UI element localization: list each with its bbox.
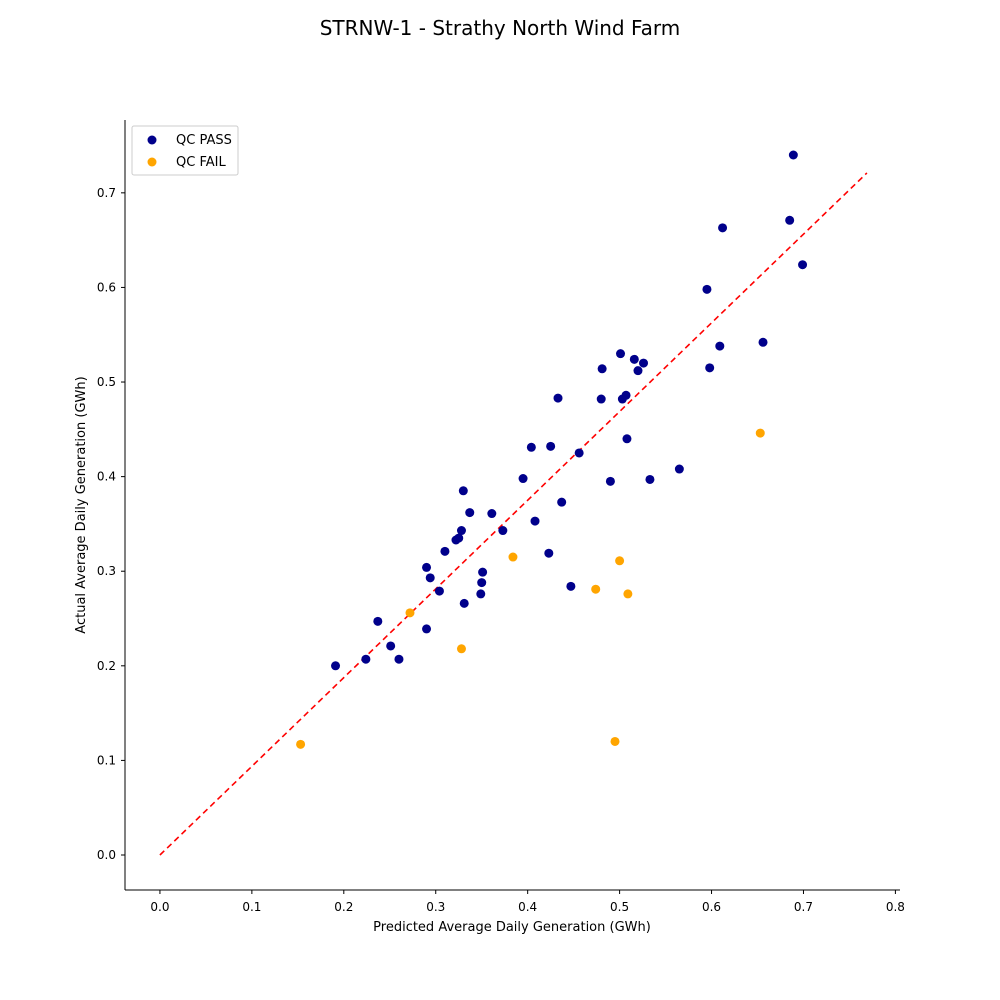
y-tick-label: 0.2 — [97, 659, 116, 673]
legend-label-qc-pass: QC PASS — [176, 133, 232, 148]
data-point-qc-pass — [785, 215, 795, 225]
data-point-qc-pass — [458, 486, 468, 496]
legend-box — [131, 125, 239, 176]
data-point-qc-pass — [633, 366, 643, 376]
data-point-qc-pass — [459, 598, 469, 608]
legend-marker-qc-pass — [147, 135, 157, 145]
data-point-qc-pass — [629, 354, 639, 364]
data-point-qc-pass — [718, 223, 728, 233]
data-point-qc-pass — [394, 654, 404, 664]
data-point-qc-pass — [597, 364, 607, 374]
y-tick-label: 0.0 — [97, 848, 116, 862]
data-point-qc-pass — [530, 516, 540, 526]
x-tick-label: 0.4 — [518, 900, 537, 914]
data-point-qc-fail — [296, 739, 306, 749]
data-point-qc-pass — [758, 337, 768, 347]
data-point-qc-pass — [566, 581, 576, 591]
data-point-qc-pass — [487, 509, 497, 519]
data-point-qc-pass — [478, 567, 488, 577]
data-point-qc-pass — [422, 624, 432, 634]
data-point-qc-fail — [623, 589, 633, 599]
data-point-qc-pass — [621, 390, 631, 400]
x-tick-label: 0.0 — [150, 900, 169, 914]
data-point-qc-pass — [715, 341, 725, 351]
y-tick-label: 0.5 — [97, 375, 116, 389]
y-tick-label: 0.7 — [97, 186, 116, 200]
x-tick-label: 0.1 — [242, 900, 261, 914]
data-point-qc-pass — [622, 434, 632, 444]
x-tick-label: 0.5 — [610, 900, 629, 914]
x-tick-label: 0.6 — [702, 900, 721, 914]
data-point-qc-pass — [476, 589, 486, 599]
legend-marker-qc-fail — [147, 157, 157, 167]
data-point-qc-pass — [440, 546, 450, 556]
y-tick-label: 0.4 — [97, 470, 116, 484]
x-tick-label: 0.8 — [886, 900, 905, 914]
data-point-qc-pass — [331, 661, 341, 671]
data-point-qc-pass — [465, 508, 475, 518]
legend: QC PASS QC FAIL — [131, 125, 239, 176]
data-point-qc-pass — [425, 573, 435, 583]
x-tick-label: 0.2 — [334, 900, 353, 914]
y-axis-label: Actual Average Daily Generation (GWh) — [74, 376, 89, 633]
data-point-qc-pass — [705, 363, 715, 373]
legend-label-qc-fail: QC FAIL — [176, 155, 226, 170]
data-point-qc-pass — [596, 394, 606, 404]
plot-area — [159, 150, 868, 856]
y-tick-label: 0.3 — [97, 564, 116, 578]
data-point-qc-pass — [605, 476, 615, 486]
data-point-qc-pass — [498, 526, 508, 536]
data-point-qc-pass — [674, 464, 684, 474]
chart-title: STRNW-1 - Strathy North Wind Farm — [320, 16, 681, 40]
data-point-qc-fail — [591, 584, 601, 594]
data-point-qc-pass — [373, 616, 383, 626]
data-point-qc-fail — [610, 736, 620, 746]
data-point-qc-fail — [405, 608, 415, 618]
data-point-qc-pass — [639, 358, 649, 368]
reference-line — [159, 172, 868, 856]
series-qc-fail — [296, 428, 765, 749]
data-point-qc-fail — [456, 644, 466, 654]
x-axis-ticks: 0.0 0.1 0.2 0.3 0.4 0.5 0.6 0.7 0.8 — [150, 890, 905, 914]
data-point-qc-pass — [518, 474, 528, 484]
data-point-qc-pass — [477, 578, 487, 588]
data-point-qc-pass — [798, 260, 808, 270]
y-axis-ticks: 0.0 0.1 0.2 0.3 0.4 0.5 0.6 0.7 — [97, 186, 125, 862]
data-point-qc-pass — [434, 586, 444, 596]
data-point-qc-pass — [574, 448, 584, 458]
data-point-qc-pass — [361, 654, 371, 664]
data-point-qc-pass — [557, 497, 567, 507]
data-point-qc-pass — [456, 526, 466, 536]
series-qc-pass — [331, 150, 808, 671]
data-point-qc-pass — [616, 349, 626, 359]
data-point-qc-pass — [546, 441, 556, 451]
y-tick-label: 0.1 — [97, 753, 116, 767]
data-point-qc-pass — [645, 474, 655, 484]
data-point-qc-pass — [553, 393, 563, 403]
y-tick-label: 0.6 — [97, 280, 116, 294]
x-axis-label: Predicted Average Daily Generation (GWh) — [373, 920, 651, 935]
data-point-qc-fail — [615, 556, 625, 566]
data-point-qc-fail — [755, 428, 765, 438]
data-point-qc-pass — [788, 150, 798, 160]
data-point-qc-pass — [386, 641, 396, 651]
x-tick-label: 0.3 — [426, 900, 445, 914]
data-point-qc-pass — [454, 533, 464, 543]
data-point-qc-pass — [526, 442, 536, 452]
data-point-qc-pass — [422, 562, 432, 572]
x-tick-label: 0.7 — [794, 900, 813, 914]
data-point-qc-fail — [508, 552, 518, 562]
data-point-qc-pass — [702, 284, 712, 294]
data-point-qc-pass — [544, 548, 554, 558]
